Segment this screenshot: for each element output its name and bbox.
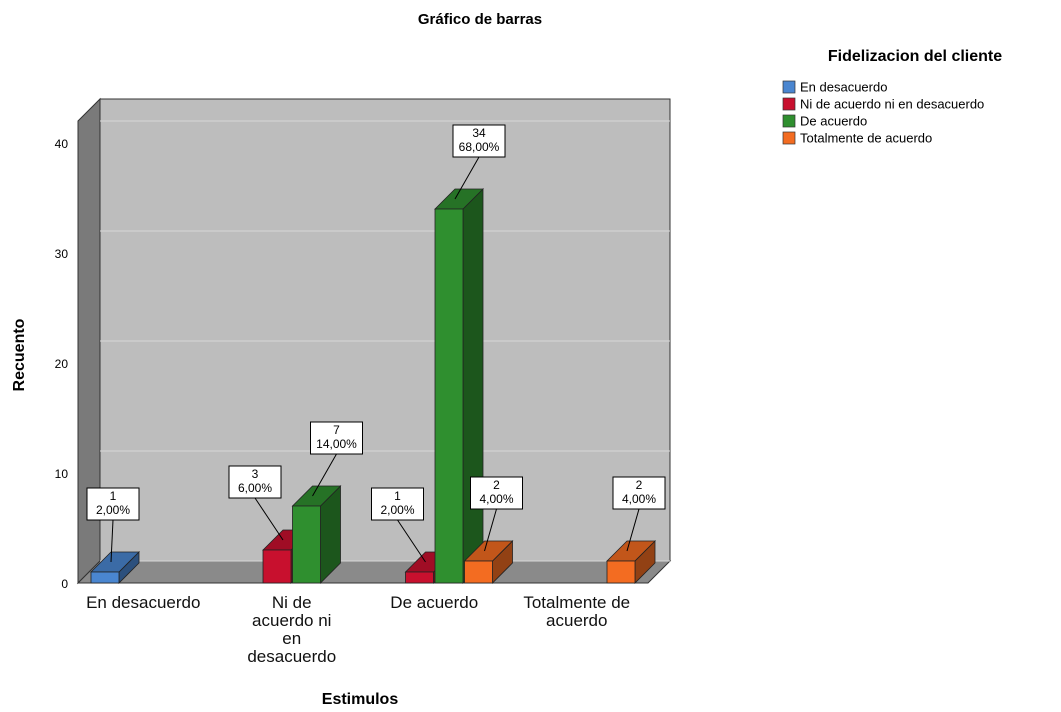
- bar: [292, 505, 321, 584]
- y-tick-label: 30: [55, 247, 69, 261]
- legend-label: De acuerdo: [800, 113, 867, 128]
- label-leader: [312, 453, 337, 497]
- y-tick-label: 0: [61, 577, 68, 591]
- legend-swatch: [782, 114, 796, 128]
- bar-side: [462, 188, 484, 584]
- x-tick-label: Ni de acuerdo ni en desacuerdo: [247, 593, 337, 666]
- data-label: 2: [493, 478, 500, 492]
- label-box: [371, 487, 424, 521]
- label-leader: [254, 497, 284, 541]
- legend-swatch: [782, 97, 796, 111]
- y-axis-label: Recuento: [11, 318, 28, 391]
- chart-title: Gráfico de barras: [418, 11, 542, 28]
- data-label: 1: [110, 489, 117, 503]
- floor: [76, 560, 672, 584]
- x-axis-label: Estimulos: [322, 691, 399, 708]
- data-label: 34: [472, 126, 486, 140]
- y-tick-label: 40: [55, 137, 69, 151]
- data-label-percent: 4,00%: [622, 492, 656, 506]
- data-label: 2: [636, 478, 643, 492]
- bar: [90, 571, 120, 584]
- data-label-percent: 68,00%: [459, 140, 500, 154]
- data-label-percent: 14,00%: [316, 437, 357, 451]
- data-label: 7: [333, 423, 340, 437]
- x-tick-label: En desacuerdo: [86, 593, 201, 612]
- bar: [606, 560, 636, 584]
- label-leader: [454, 156, 480, 200]
- bar: [262, 549, 292, 584]
- label-box: [470, 476, 523, 510]
- label-box: [452, 124, 506, 158]
- data-label-percent: 4,00%: [479, 492, 513, 506]
- label-box: [612, 476, 666, 510]
- legend-label: En desacuerdo: [800, 79, 887, 94]
- legend-label: Totalmente de acuerdo: [800, 130, 932, 145]
- label-box: [310, 421, 363, 455]
- y-tick-label: 10: [55, 467, 69, 481]
- data-label-percent: 6,00%: [238, 481, 272, 495]
- legend-label: Ni de acuerdo ni en desacuerdo: [800, 96, 984, 111]
- bar: [405, 571, 434, 584]
- label-leader: [397, 519, 426, 563]
- data-label-percent: 2,00%: [380, 503, 414, 517]
- legend-swatch: [782, 131, 796, 145]
- label-leader: [110, 519, 114, 563]
- data-label-percent: 2,00%: [96, 503, 130, 517]
- label-box: [86, 487, 140, 521]
- x-tick-label: De acuerdo: [390, 593, 479, 612]
- data-label: 3: [252, 467, 259, 481]
- label-box: [228, 465, 282, 499]
- y-tick-label: 20: [55, 357, 69, 371]
- legend-swatch: [782, 80, 796, 94]
- label-leader: [484, 508, 497, 552]
- x-tick-label: Totalmente de acuerdo: [523, 593, 631, 630]
- legend-title: Fidelizacion del cliente: [828, 48, 1002, 65]
- label-leader: [626, 508, 640, 552]
- bar: [464, 560, 493, 584]
- data-label: 1: [394, 489, 401, 503]
- bar: [434, 208, 464, 584]
